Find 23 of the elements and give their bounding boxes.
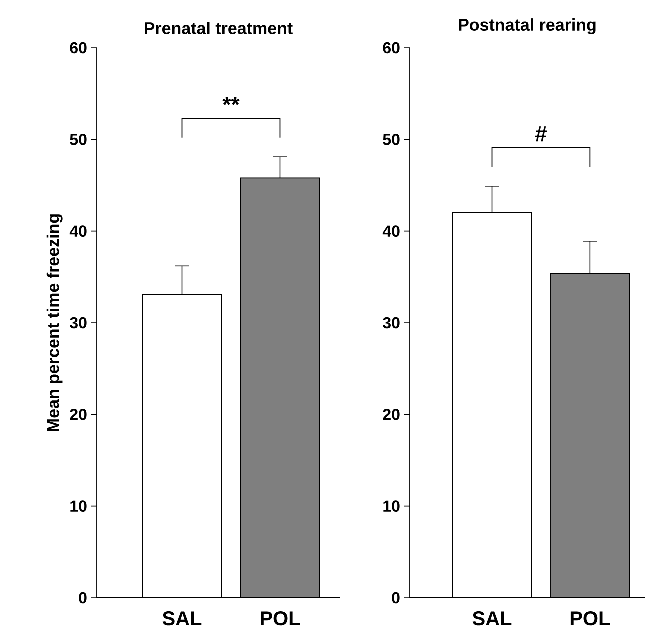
chart-title: Postnatal rearing [459, 18, 596, 34]
y-tick-label: 0 [79, 592, 87, 604]
y-tick-label: 50 [70, 134, 87, 146]
y-tick-label: 40 [382, 226, 400, 237]
y-tick-label: 0 [392, 592, 400, 604]
annotation: ** [222, 97, 240, 106]
x-tick-label: SAL [472, 612, 512, 626]
annotation: # [535, 126, 547, 142]
y-tick-label: 60 [70, 42, 87, 54]
y-tick-label: 30 [70, 317, 87, 329]
x-tick-label: POL [261, 612, 300, 626]
y-tick-label: 40 [70, 226, 87, 237]
y-axis-title: Mean percent time freezing [46, 214, 63, 432]
y-tick-label: 30 [383, 317, 400, 329]
x-tick-label: SAL [162, 612, 202, 626]
y-tick-label: 20 [70, 409, 87, 420]
y-tick-label: 20 [383, 409, 400, 420]
x-tick-label: POL [570, 612, 610, 626]
y-tick-label: 10 [70, 500, 87, 512]
chart-title: Prenatal treatment [145, 22, 293, 34]
y-tick-label: 60 [383, 42, 400, 54]
y-tick-label: 50 [383, 134, 400, 146]
y-tick-label: 10 [384, 500, 400, 512]
